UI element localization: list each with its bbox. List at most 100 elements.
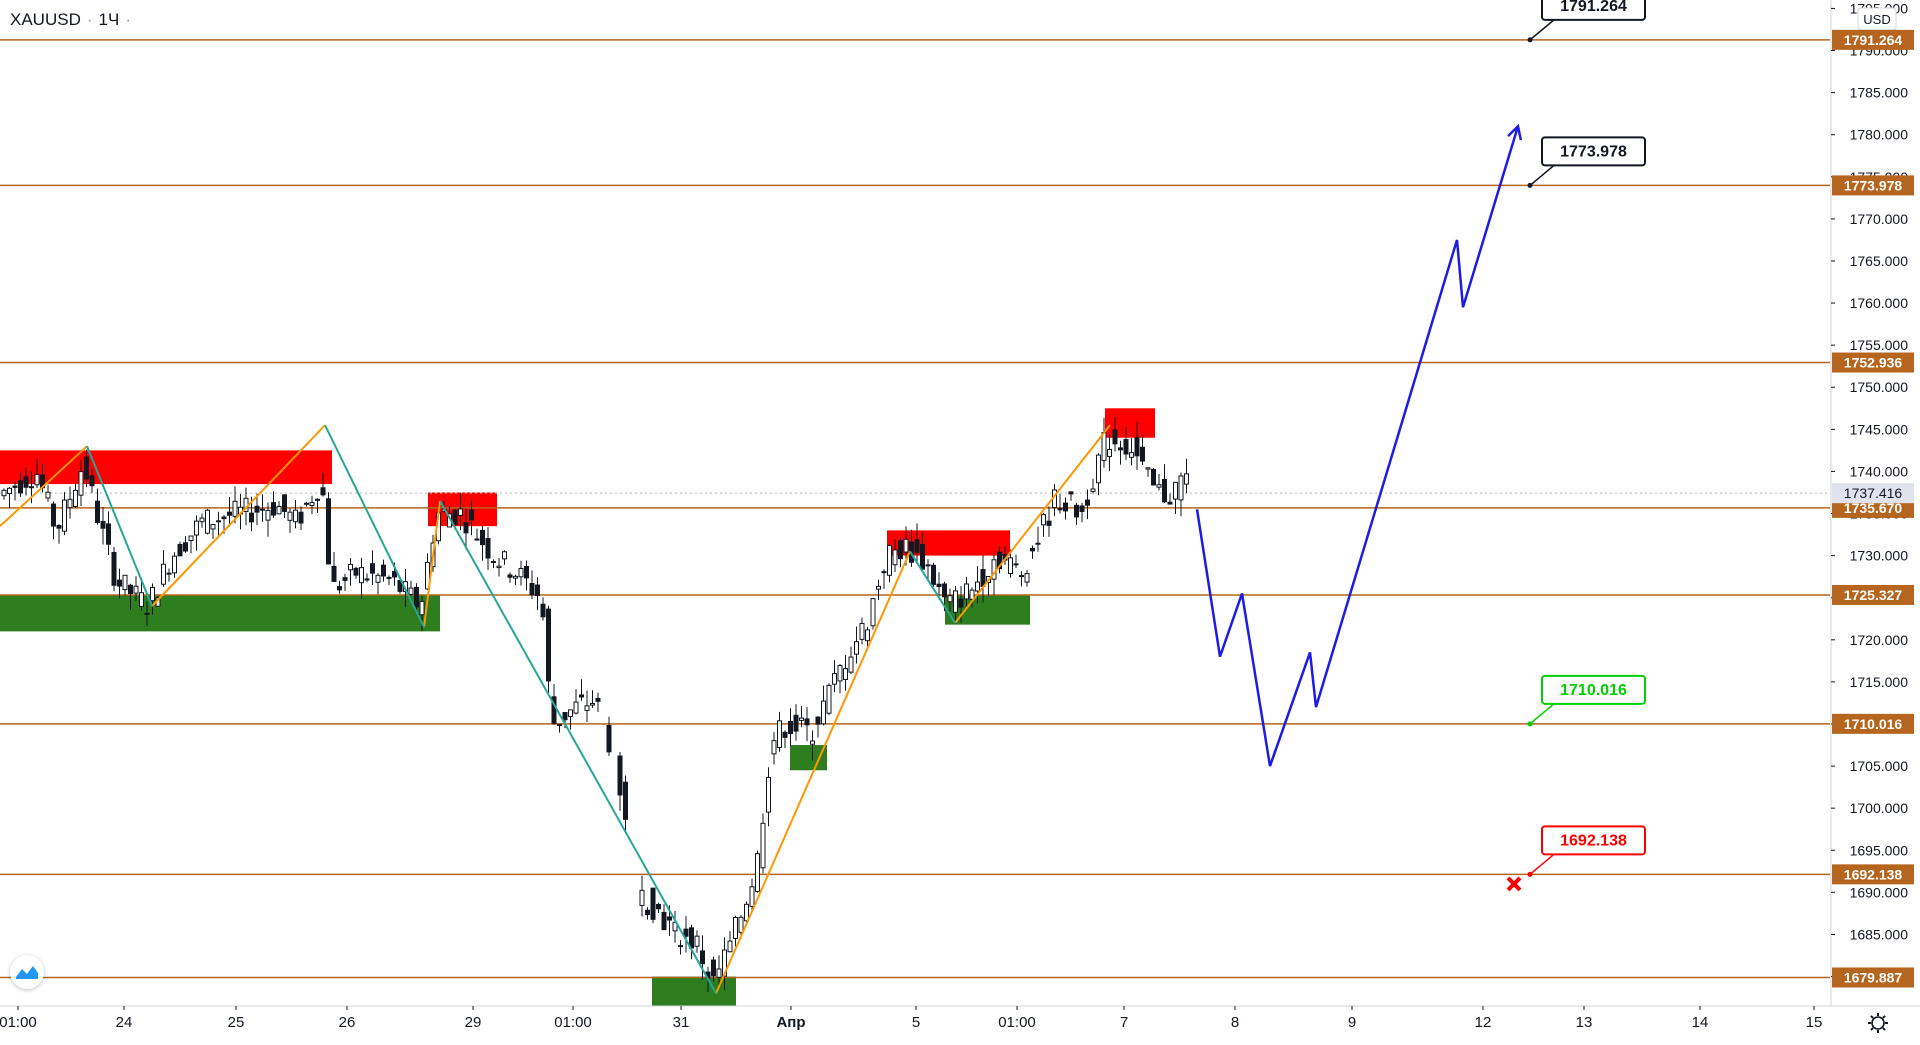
time-tick-label: 13: [1576, 1014, 1593, 1031]
bull-candle: [419, 600, 425, 616]
bull-candle: [375, 574, 381, 583]
bull-candle: [458, 508, 463, 516]
bull-candle: [760, 822, 766, 869]
bull-candle: [150, 586, 155, 602]
callout-box: [1541, 0, 1646, 21]
bull-candle: [854, 641, 859, 655]
bull-candle: [1008, 557, 1013, 575]
bear-candle: [128, 584, 133, 595]
bull-candle: [73, 489, 78, 507]
bear-candle: [579, 694, 584, 698]
bull-candle: [975, 581, 980, 592]
bull-candle: [821, 700, 826, 725]
price-tick-label: 1780.000: [1850, 127, 1909, 143]
bear-candle: [100, 521, 106, 529]
bull-candle: [947, 595, 953, 603]
callout-box: [1541, 136, 1646, 167]
bear-candle: [177, 543, 183, 557]
bear-candle: [337, 586, 342, 591]
time-tick-label: Апр: [776, 1014, 805, 1031]
impulse-wave: [954, 424, 1111, 624]
bear-candle: [529, 582, 535, 596]
bull-candle: [1041, 514, 1046, 526]
bull-candle: [513, 575, 518, 579]
stop-x-icon: [1506, 876, 1522, 892]
bull-candle: [590, 703, 595, 706]
bear-candle: [106, 523, 111, 545]
bear-candle: [898, 540, 903, 560]
bull-candle: [161, 563, 166, 585]
bull-candle: [1107, 448, 1112, 457]
bear-candle: [1063, 502, 1068, 512]
bear-candle: [606, 725, 612, 753]
supply-zone: [0, 450, 332, 485]
bear-candle: [117, 579, 122, 587]
level-price-tag: [1832, 584, 1914, 605]
forecast-line: [1195, 125, 1520, 767]
level-price-tag-label: 1752.936: [1844, 355, 1903, 371]
bear-candle: [815, 716, 821, 725]
bear-candle: [623, 781, 628, 820]
time-tick-label: 15: [1806, 1014, 1823, 1031]
bear-candle: [89, 475, 95, 487]
bear-candle: [18, 480, 23, 494]
level-price-tag-label: 1791.264: [1844, 32, 1903, 48]
symbol-name[interactable]: XAUUSD: [10, 10, 81, 29]
level-price-tag-label: 1735.670: [1844, 500, 1903, 516]
bear-candle: [12, 485, 18, 488]
bull-candle: [62, 499, 67, 532]
callout-anchor: [1527, 721, 1533, 727]
bull-candle: [837, 665, 843, 682]
bear-candle: [392, 570, 397, 578]
bear-candle: [111, 551, 117, 586]
bear-candle: [353, 567, 359, 576]
time-tick-label: 14: [1692, 1014, 1709, 1031]
level-price-tag: [1832, 967, 1914, 988]
corrective-wave: [439, 500, 717, 994]
bear-candle: [942, 583, 947, 598]
bull-candle: [903, 538, 909, 553]
bear-candle: [645, 909, 650, 916]
bear-candle: [386, 576, 392, 579]
time-tick-label: 8: [1231, 1014, 1239, 1031]
settings-gear-tooth: [1882, 1027, 1886, 1031]
bull-candle: [166, 572, 172, 575]
bull-candle: [843, 668, 848, 680]
bear-candle: [56, 525, 62, 529]
price-tick-label: 1750.000: [1850, 379, 1909, 395]
bull-candle: [810, 740, 815, 745]
bull-candle: [194, 520, 199, 536]
bull-candle: [749, 886, 755, 907]
bull-candle: [210, 523, 216, 530]
bear-candle: [551, 696, 557, 725]
bull-candle: [859, 622, 865, 640]
callout-pointer: [1529, 19, 1555, 41]
bear-candle: [342, 577, 348, 581]
bull-candle: [969, 589, 975, 600]
bull-candle: [1101, 432, 1107, 461]
time-tick-label: 9: [1348, 1014, 1356, 1031]
interval-label[interactable]: 1Ч: [98, 10, 120, 29]
corrective-wave: [909, 550, 956, 624]
bear-candle: [298, 511, 304, 524]
bull-candle: [1178, 475, 1184, 501]
bull-candle: [34, 473, 40, 486]
tradingview-logo-icon[interactable]: [10, 955, 44, 989]
bull-candle: [496, 565, 502, 569]
symbol-header[interactable]: XAUUSD · 1Ч ·: [10, 10, 131, 30]
candlesticks: [1, 416, 1189, 993]
bear-candle: [414, 586, 419, 608]
bull-candle: [766, 776, 771, 813]
bull-candle: [865, 629, 870, 642]
bull-candle: [832, 673, 837, 685]
bull-candle: [1173, 481, 1178, 500]
time-tick-label: 01:00: [0, 1014, 37, 1031]
bear-candle: [656, 903, 661, 910]
bear-candle: [1112, 429, 1118, 445]
bull-candle: [777, 720, 782, 749]
bear-candle: [480, 529, 485, 546]
impulse-wave: [151, 424, 326, 607]
demand-zone: [0, 595, 440, 632]
